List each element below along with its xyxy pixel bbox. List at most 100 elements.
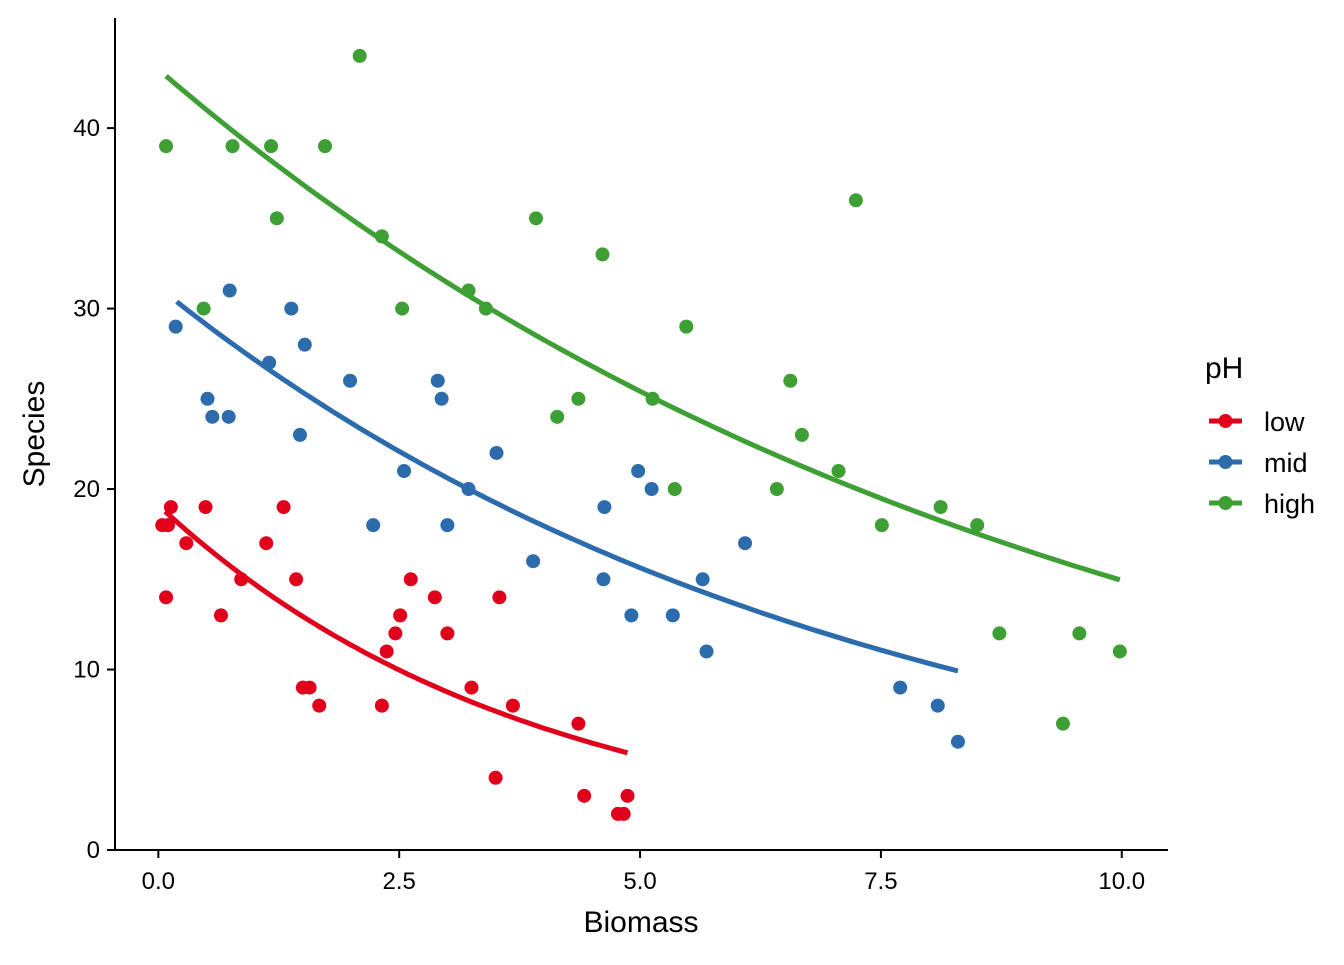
data-point-low (393, 608, 408, 623)
data-point-mid (168, 319, 183, 334)
legend-label-low: low (1264, 407, 1305, 437)
data-point-mid (221, 409, 236, 424)
legend-key-point-high (1218, 496, 1233, 510)
data-point-high (1055, 716, 1070, 731)
data-point-mid (343, 373, 358, 388)
legend-label-high: high (1264, 489, 1315, 519)
data-point-high (529, 211, 544, 226)
data-point-high (571, 391, 586, 406)
data-point-mid (738, 536, 753, 551)
y-tick-label: 0 (87, 837, 100, 864)
data-point-high (794, 427, 809, 442)
data-point-mid (205, 409, 220, 424)
data-point-mid (893, 680, 908, 695)
data-point-low (464, 680, 479, 695)
x-axis-label: Biomass (583, 906, 698, 939)
data-point-low (492, 590, 507, 605)
data-point-high (550, 409, 565, 424)
data-point-high (352, 48, 367, 63)
data-point-low (302, 680, 317, 695)
y-tick-label: 40 (73, 115, 100, 142)
data-point-high (159, 139, 174, 154)
data-point-mid (950, 734, 965, 749)
data-point-low (403, 572, 418, 587)
data-point-low (571, 716, 586, 731)
data-point-high (395, 301, 410, 316)
data-point-low (505, 698, 520, 713)
data-point-mid (292, 427, 307, 442)
fit-line-high (164, 74, 1121, 583)
data-point-high (933, 500, 948, 515)
data-point-low (259, 536, 274, 551)
data-point-low (160, 518, 175, 533)
data-point-high (225, 139, 240, 154)
y-tick-label: 30 (73, 296, 100, 323)
data-point-mid (665, 608, 680, 623)
data-point-high (264, 139, 279, 154)
data-point-low (276, 500, 291, 515)
data-point-high (769, 482, 784, 497)
data-point-low (289, 572, 304, 587)
data-point-high (679, 319, 694, 334)
data-point-high (848, 193, 863, 208)
legend-label-mid: mid (1264, 448, 1308, 478)
data-point-mid (631, 463, 646, 478)
data-point-low (440, 626, 455, 641)
data-point-low (388, 626, 403, 641)
x-tick-label: 7.5 (864, 868, 897, 895)
fit-line-low (163, 509, 629, 756)
data-point-mid (397, 463, 412, 478)
data-point-high (874, 518, 889, 533)
data-point-high (595, 247, 610, 262)
data-point-mid (624, 608, 639, 623)
data-point-low (159, 590, 174, 605)
data-point-high (1112, 644, 1127, 659)
data-point-low (312, 698, 327, 713)
y-tick-label: 10 (73, 657, 100, 684)
data-point-mid (297, 337, 312, 352)
y-tick-label: 20 (73, 476, 100, 503)
data-point-mid (430, 373, 445, 388)
data-point-mid (440, 518, 455, 533)
x-tick-label: 10.0 (1098, 868, 1145, 895)
data-point-low (379, 644, 394, 659)
x-tick-label: 0.0 (142, 868, 175, 895)
data-point-high (318, 139, 333, 154)
data-point-low (616, 806, 631, 821)
data-point-mid (284, 301, 299, 316)
data-point-mid (434, 391, 449, 406)
data-point-mid (596, 572, 611, 587)
axes: 0.0 2.5 5.0 7.5 10.0 0 10 20 30 40 (73, 115, 1145, 895)
data-point-high (269, 211, 284, 226)
y-axis-label: Species (18, 381, 51, 488)
data-point-low (179, 536, 194, 551)
data-point-low (577, 788, 592, 803)
data-point-mid (222, 283, 237, 298)
data-point-high (831, 463, 846, 478)
data-point-high (992, 626, 1007, 641)
data-point-mid (526, 554, 541, 569)
data-point-low (488, 770, 503, 785)
data-point-high (667, 482, 682, 497)
data-point-high (196, 301, 211, 316)
data-point-high (783, 373, 798, 388)
x-tick-label: 5.0 (623, 868, 656, 895)
plot-area (155, 48, 1127, 821)
legend-key-point-mid (1218, 455, 1233, 469)
data-point-high (1072, 626, 1087, 641)
data-point-low (374, 698, 389, 713)
fit-line-mid (175, 299, 959, 674)
data-point-mid (644, 482, 659, 497)
data-point-low (427, 590, 442, 605)
data-point-mid (366, 518, 381, 533)
data-point-mid (699, 644, 714, 659)
data-point-low (198, 500, 213, 515)
x-tick-label: 2.5 (383, 868, 416, 895)
legend-key-point-low (1218, 414, 1233, 428)
legend: pH low mid high (1205, 352, 1315, 519)
data-point-mid (200, 391, 215, 406)
data-point-mid (695, 572, 710, 587)
data-point-mid (489, 445, 504, 460)
data-point-mid (930, 698, 945, 713)
